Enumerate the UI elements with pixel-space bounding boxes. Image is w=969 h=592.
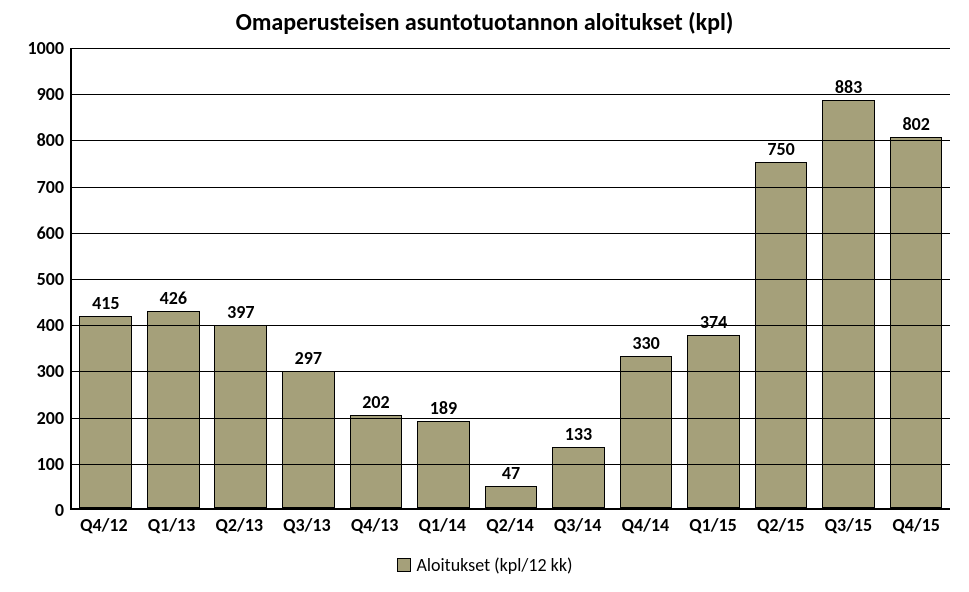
bars-area: 415 426 397 297 202 189 47 133 330 374 750883 802 [72, 48, 950, 508]
x-tick-label: Q4/12 [70, 514, 138, 536]
bar-slot: 374 [680, 48, 748, 508]
bar-rect [687, 335, 740, 508]
x-tick-label: Q2/14 [476, 514, 544, 536]
y-tick-label: 400 [37, 314, 72, 336]
y-tick-label: 600 [37, 222, 72, 244]
bar-slot: 133 [545, 48, 613, 508]
y-tick-label: 300 [37, 360, 72, 382]
bar-rect [79, 316, 132, 508]
x-tick-label: Q4/13 [341, 514, 409, 536]
bar-slot: 802 [882, 48, 950, 508]
bar-value-label: 802 [902, 113, 929, 135]
grid-line [72, 418, 950, 419]
bar-slot: 330 [612, 48, 680, 508]
bar-value-label: 330 [632, 332, 659, 354]
x-tick-label: Q2/15 [747, 514, 815, 536]
bar-slot: 750 [747, 48, 815, 508]
y-tick-label: 200 [37, 407, 72, 429]
bar-value-label: 47 [502, 462, 520, 484]
y-tick-label: 900 [37, 83, 72, 105]
y-tick-label: 500 [37, 268, 72, 290]
grid-line [72, 187, 950, 188]
bar-slot: 883 [815, 48, 883, 508]
bar-slot: 426 [140, 48, 208, 508]
bar-rect [552, 447, 605, 508]
grid-line [72, 233, 950, 234]
x-tick-label: Q1/14 [408, 514, 476, 536]
bar-value-label: 297 [295, 347, 322, 369]
bar-rect [350, 415, 403, 508]
x-tick-label: Q2/13 [205, 514, 273, 536]
x-tick-label: Q3/15 [815, 514, 883, 536]
chart-title: Omaperusteisen asuntotuotannon aloitukse… [0, 8, 969, 37]
bar-rect [755, 162, 808, 509]
grid-line [72, 325, 950, 326]
grid-line [72, 94, 950, 95]
grid-line [72, 464, 950, 465]
bar-slot: 415 [72, 48, 140, 508]
bar-value-label: 374 [700, 311, 727, 333]
y-tick-label: 700 [37, 176, 72, 198]
bar-rect [890, 137, 943, 508]
bar-slot: 202 [342, 48, 410, 508]
grid-line [72, 48, 950, 49]
x-tick-label: Q1/13 [138, 514, 206, 536]
chart-container: Omaperusteisen asuntotuotannon aloitukse… [0, 0, 969, 592]
bar-value-label: 189 [430, 397, 457, 419]
bar-slot: 397 [207, 48, 275, 508]
bar-rect [282, 371, 335, 508]
legend-label: Aloitukset (kpl/12 kk) [417, 554, 573, 576]
y-tick-label: 100 [37, 453, 72, 475]
x-tick-label: Q4/15 [882, 514, 950, 536]
y-tick-label: 1000 [28, 37, 73, 59]
x-tick-label: Q3/13 [273, 514, 341, 536]
bar-rect [147, 311, 200, 508]
x-tick-label: Q1/15 [679, 514, 747, 536]
bar-value-label: 202 [362, 391, 389, 413]
legend: Aloitukset (kpl/12 kk) [0, 554, 969, 576]
bar-value-label: 133 [565, 423, 592, 445]
bar-slot: 47 [477, 48, 545, 508]
grid-line [72, 140, 950, 141]
bar-value-label: 415 [92, 292, 119, 314]
bar-rect [214, 325, 267, 508]
bar-slot: 189 [410, 48, 478, 508]
legend-swatch [397, 558, 411, 572]
bar-slot: 297 [275, 48, 343, 508]
plot-area: 41542639729720218947133330374750883802 0… [70, 48, 950, 510]
x-tick-label: Q3/14 [544, 514, 612, 536]
x-tick-label: Q4/14 [612, 514, 680, 536]
bar-value-label: 397 [227, 301, 254, 323]
bar-rect [822, 100, 875, 508]
grid-line [72, 279, 950, 280]
bar-value-label: 426 [160, 287, 187, 309]
y-tick-label: 800 [37, 129, 72, 151]
bar-rect [485, 486, 538, 508]
x-axis-labels: Q4/12Q1/13Q2/13Q3/13Q4/13Q1/14Q2/14Q3/14… [70, 514, 950, 536]
grid-line [72, 371, 950, 372]
bar-rect [620, 356, 673, 508]
